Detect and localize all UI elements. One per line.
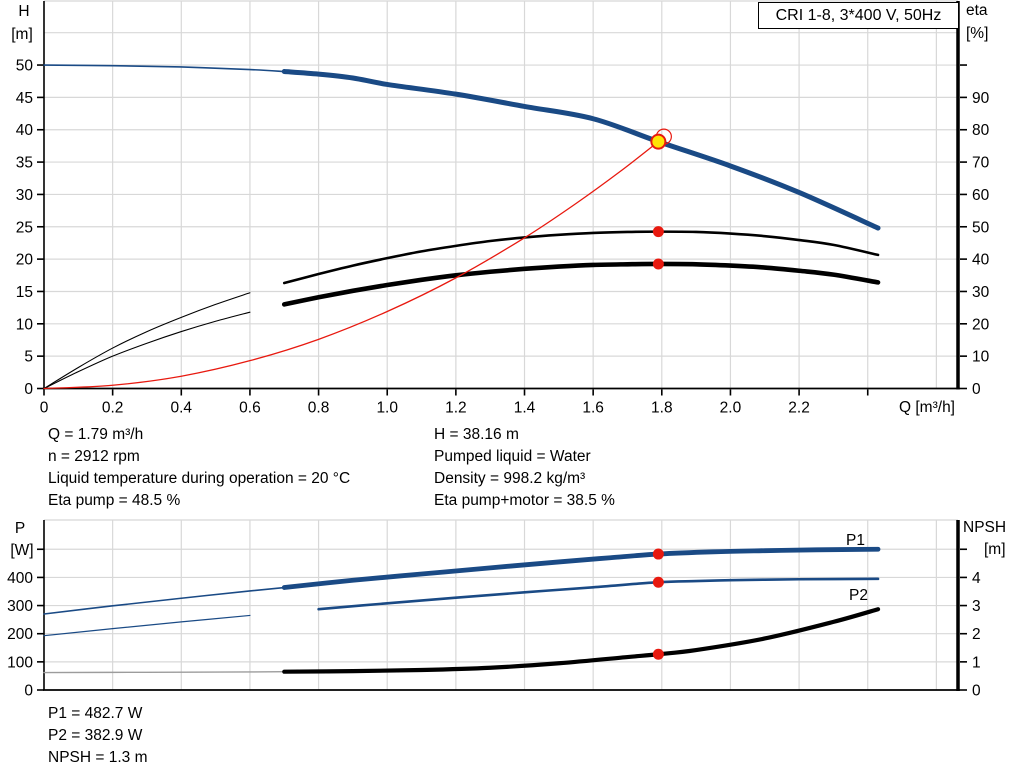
info-line-eta-total: Eta pump+motor = 38.5 %: [434, 492, 615, 509]
system-curve: [43, 140, 660, 390]
right-tick-label: 70: [972, 155, 990, 172]
left-tick-label: 10: [16, 316, 34, 333]
p1-dot: [652, 548, 664, 560]
power-npsh-chart: 0 100 200 300 400 0 1 2 3 4 P [W] NPSH [m] P1 P2: [7, 519, 1006, 700]
duty-point-marker: [650, 133, 667, 150]
bottom-tick-label: 1.2: [445, 400, 467, 417]
eta-pump-motor-curve-thin: [43, 311, 251, 390]
info-line-n: n = 2912 rpm: [48, 448, 140, 465]
power-info: P1 = 482.7 W P2 = 382.9 W NPSH = 1.3 m: [48, 703, 148, 769]
left-tick-label: 20: [16, 252, 34, 269]
right-axis-unit: [%]: [966, 25, 988, 42]
left-tick-label: 100: [7, 654, 33, 671]
eta-pump-curve: [282, 230, 880, 285]
left-tick-label: 40: [16, 122, 34, 139]
right-axis-title: NPSH: [963, 519, 1006, 536]
left-axis-title: P: [15, 520, 25, 537]
bottom-tick-label: 2.2: [788, 400, 810, 417]
pump-title-box: CRI 1-8, 3*400 V, 50Hz: [758, 2, 959, 29]
eta-pump-curve-thin: [43, 292, 251, 390]
left-axis-unit: [m]: [11, 26, 33, 43]
h-curve-thin: [43, 64, 286, 73]
p2-curve: [317, 577, 880, 611]
left-tick-label: 5: [24, 349, 33, 366]
npsh-curve-thin: [43, 671, 285, 674]
head-efficiency-chart: 0 5 10 15 20 25 30 35 40 45 50 0 10 20 30 40 50 60 70 80 90 0…: [11, 0, 990, 417]
pump-title: CRI 1-8, 3*400 V, 50Hz: [775, 6, 942, 24]
right-tick-label: 2: [972, 626, 981, 643]
left-axis-unit: [W]: [10, 542, 33, 559]
info-line-eta-pump: Eta pump = 48.5 %: [48, 492, 181, 509]
right-axis-unit: [m]: [984, 541, 1006, 558]
bottom-tick-label: 1.0: [376, 400, 398, 417]
left-tick-label: 400: [7, 570, 33, 587]
bottom-tick-label: 0.8: [308, 400, 330, 417]
info-line-liquid: Pumped liquid = Water: [434, 448, 591, 465]
eta-pump-dot: [652, 226, 664, 238]
info-line-density: Density = 998.2 kg/m³: [434, 470, 586, 487]
right-tick-label: 40: [972, 252, 990, 269]
p1-curve-thin: [43, 586, 286, 615]
bottom-tick-label: 0.4: [171, 400, 193, 417]
right-tick-label: 60: [972, 187, 990, 204]
bottom-tick-label: 1.6: [582, 400, 604, 417]
bottom-tick-label: 0: [40, 400, 49, 417]
left-tick-label: 45: [16, 90, 33, 107]
x-axis-title: Q [m³/h]: [899, 399, 955, 416]
eta-pump-motor-curve: [281, 261, 881, 307]
left-tick-label: 50: [16, 58, 34, 75]
bottom-tick-label: 0.2: [102, 400, 124, 417]
right-tick-label: 0: [972, 381, 981, 398]
right-tick-label: 0: [972, 683, 981, 700]
p2-series-label: P2: [849, 587, 868, 604]
right-tick-label: 1: [972, 654, 981, 671]
left-tick-label: 0: [24, 683, 33, 700]
bottom-tick-label: 1.8: [651, 400, 673, 417]
right-tick-label: 90: [972, 90, 990, 107]
p2-curve-thin: [43, 614, 251, 637]
right-axis-title: eta: [966, 2, 988, 19]
duty-info-left: Q = 1.79 m³/h n = 2912 rpm Liquid temper…: [48, 424, 350, 512]
info-line-temperature: Liquid temperature during operation = 20…: [48, 470, 351, 487]
duty-info-right: H = 38.16 m Pumped liquid = Water Densit…: [434, 424, 615, 512]
right-tick-label: 4: [972, 570, 981, 587]
eta-pump-motor-dot: [652, 258, 664, 270]
left-tick-label: 300: [7, 598, 33, 615]
right-tick-label: 30: [972, 284, 990, 301]
left-tick-label: 0: [24, 381, 33, 398]
npsh-curve: [282, 607, 881, 674]
p1-curve: [281, 546, 881, 590]
bottom-tick-label: 1.4: [514, 400, 536, 417]
left-tick-label: 15: [16, 284, 33, 301]
bottom-tick-label: 0.6: [239, 400, 261, 417]
left-tick-label: 200: [7, 626, 33, 643]
bottom-tick-label: 2.0: [720, 400, 742, 417]
right-tick-label: 10: [972, 349, 990, 366]
right-tick-label: 50: [972, 219, 990, 236]
info-line-p1: P1 = 482.7 W: [48, 705, 143, 722]
info-line-p2: P2 = 382.9 W: [48, 727, 143, 744]
info-line-q: Q = 1.79 m³/h: [48, 426, 144, 443]
p2-dot: [652, 576, 664, 588]
info-line-npsh: NPSH = 1.3 m: [48, 749, 148, 766]
left-tick-label: 25: [16, 219, 33, 236]
left-tick-label: 30: [16, 187, 34, 204]
h-curve: [281, 69, 881, 231]
right-tick-label: 20: [972, 316, 990, 333]
info-line-h: H = 38.16 m: [434, 426, 519, 443]
right-tick-label: 3: [972, 598, 981, 615]
right-tick-label: 80: [972, 122, 990, 139]
p1-series-label: P1: [846, 532, 865, 549]
npsh-dot: [652, 648, 664, 660]
left-axis-title: H: [18, 3, 29, 20]
left-tick-label: 35: [16, 155, 33, 172]
